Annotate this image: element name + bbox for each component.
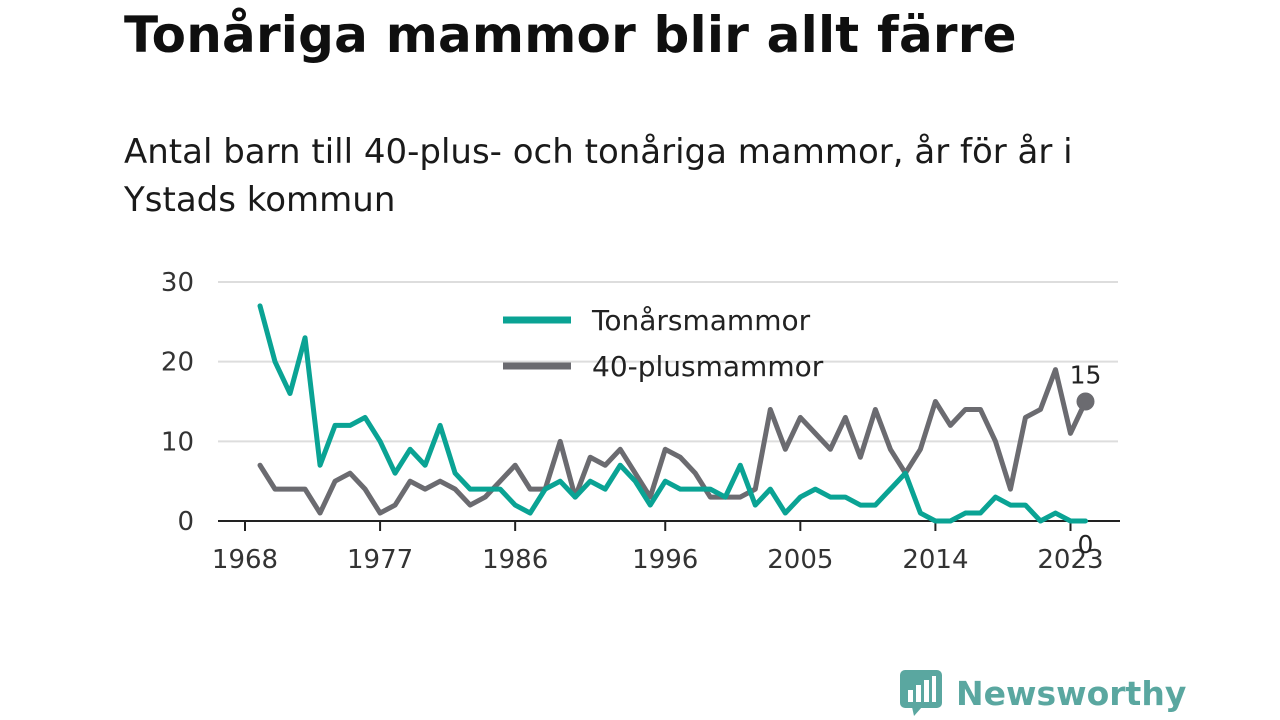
x-tick-label: 1996 <box>632 545 698 575</box>
end-labels: 0 15 <box>1070 361 1102 560</box>
chart-subtitle: Antal barn till 40-plus- och tonåriga ma… <box>124 132 1073 220</box>
y-tick-label: 20 <box>161 348 194 378</box>
newsworthy-logo: Newsworthy <box>900 668 1186 718</box>
x-tick-label: 1977 <box>347 545 413 575</box>
legend: Tonårsmammor 40-plusmammor <box>503 304 824 383</box>
end-label-tonarsmammor: 0 <box>1078 530 1094 559</box>
series-lines <box>257 303 1088 524</box>
x-tick-label: 2023 <box>1037 545 1103 575</box>
series-line-tonarsmammor <box>257 303 1088 524</box>
brand-name: Newsworthy <box>956 673 1187 713</box>
end-marker-40-plusmammor <box>1076 392 1095 411</box>
legend-label-tonarsmammor: Tonårsmammor <box>591 304 811 337</box>
legend-label-40-plusmammor: 40-plusmammor <box>592 350 824 383</box>
x-tick-label: 1986 <box>482 545 548 575</box>
x-tick-label: 2014 <box>902 545 968 575</box>
bar-chart-bubble-icon <box>900 670 942 716</box>
series-line-40-plusmammor <box>257 367 1088 516</box>
x-tick-label: 2005 <box>767 545 833 575</box>
end-label-40-plusmammor: 15 <box>1070 361 1102 390</box>
chart-title: Tonåriga mammor blir allt färre <box>124 6 1017 64</box>
grid-lines <box>218 281 1118 443</box>
y-tick-label: 30 <box>161 268 194 298</box>
x-tick-label: 1968 <box>212 545 278 575</box>
y-tick-label: 10 <box>161 427 194 457</box>
y-tick-label: 0 <box>177 507 194 537</box>
axes: 0 10 20 30 1968 1977 1986 1996 2005 2014 2023 <box>161 268 1120 575</box>
